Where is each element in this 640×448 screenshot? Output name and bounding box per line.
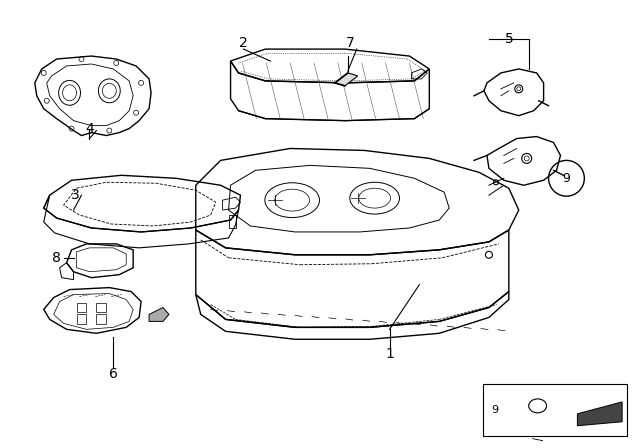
Polygon shape bbox=[335, 73, 358, 86]
Ellipse shape bbox=[529, 399, 547, 413]
Text: 4: 4 bbox=[85, 121, 94, 136]
Text: 9: 9 bbox=[563, 172, 570, 185]
Text: 2: 2 bbox=[239, 36, 248, 50]
Bar bbox=[97, 314, 106, 324]
Polygon shape bbox=[149, 307, 169, 321]
Text: 7: 7 bbox=[346, 36, 354, 50]
Bar bbox=[77, 302, 86, 312]
Text: 1: 1 bbox=[385, 347, 394, 361]
Text: 6: 6 bbox=[109, 367, 118, 381]
Text: 3: 3 bbox=[71, 188, 80, 202]
Bar bbox=[483, 384, 627, 435]
Bar bbox=[97, 302, 106, 312]
Text: 8: 8 bbox=[52, 251, 61, 265]
Text: 5: 5 bbox=[504, 32, 513, 46]
Text: 9: 9 bbox=[492, 405, 499, 415]
Bar bbox=[77, 314, 86, 324]
Text: 00124629: 00124629 bbox=[563, 429, 608, 438]
Polygon shape bbox=[577, 402, 622, 426]
